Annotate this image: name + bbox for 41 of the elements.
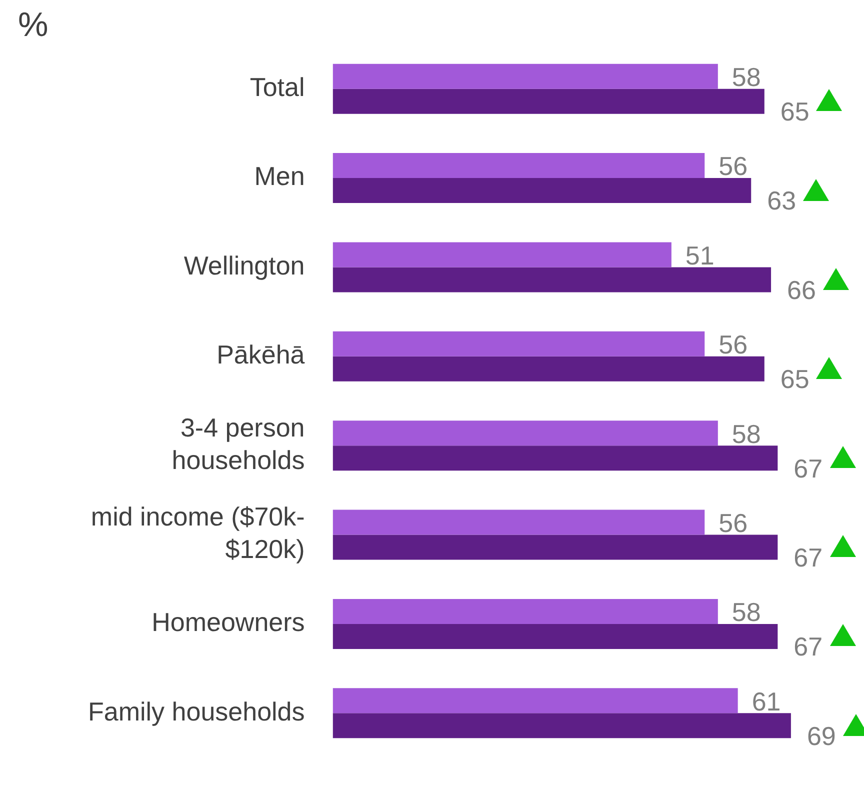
data-label: 67 (794, 632, 823, 662)
y-tick-label: mid income ($70k-$120k) (90, 502, 305, 564)
text: % (18, 6, 48, 45)
data-label: 58 (732, 597, 761, 628)
data-label: 56 (718, 508, 748, 538)
data-label: 65 (780, 364, 810, 394)
data-label: 67 (794, 542, 823, 572)
data-label: 58 (732, 62, 761, 92)
y-tick-label: Family households (88, 696, 305, 726)
y-tick-label: Homeowners (152, 607, 305, 638)
bar (332, 64, 718, 89)
data-label: 51 (685, 240, 714, 270)
bar (332, 420, 718, 446)
data-label: 56 (718, 151, 748, 182)
bar (332, 510, 705, 535)
data-label: 69 (806, 720, 836, 751)
bar (332, 624, 778, 649)
bar (332, 534, 778, 560)
data-label: 63 (767, 186, 796, 216)
y-tick-label: Wellington (184, 250, 305, 280)
y-tick-label: 3-4 person households (172, 412, 305, 476)
y-tick-label: Pākēhā (216, 340, 306, 370)
bar (332, 356, 764, 382)
bar (332, 242, 672, 268)
data-label: 61 (752, 686, 781, 716)
data-label: 56 (718, 330, 748, 360)
data-label: 58 (732, 418, 761, 449)
bar (332, 688, 738, 714)
bar (332, 178, 752, 204)
bar (332, 598, 718, 624)
data-label: 67 (794, 453, 823, 484)
bar (332, 153, 705, 178)
bar (332, 267, 772, 292)
data-label: 65 (780, 96, 810, 126)
data-label: 66 (787, 274, 816, 305)
bar (332, 446, 778, 471)
y-tick-label: Total (250, 72, 305, 102)
y-tick-label: Men (254, 161, 305, 192)
bar (332, 331, 705, 356)
bar (332, 88, 764, 114)
bar (332, 713, 791, 738)
